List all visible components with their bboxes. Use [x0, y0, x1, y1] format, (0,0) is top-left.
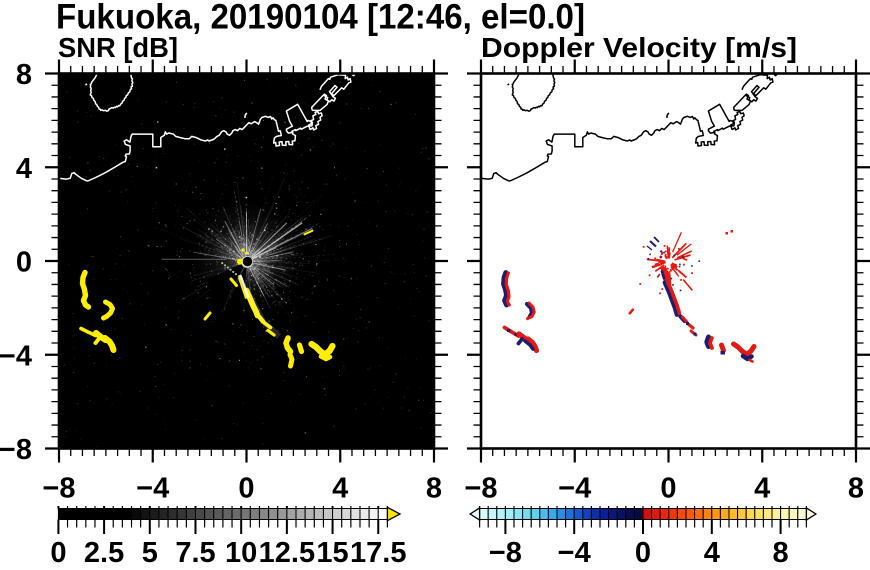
svg-text:4: 4: [704, 537, 720, 569]
svg-text:12.5: 12.5: [259, 537, 315, 569]
svg-text:7.5: 7.5: [175, 537, 215, 569]
svg-text:4: 4: [754, 473, 770, 505]
svg-text:0: 0: [16, 247, 32, 279]
svg-text:0: 0: [50, 537, 66, 569]
svg-text:−4: −4: [136, 473, 169, 505]
svg-text:0: 0: [660, 473, 676, 505]
svg-text:−8: −8: [464, 473, 497, 505]
svg-text:−4: −4: [0, 340, 32, 372]
svg-text:8: 8: [773, 537, 789, 569]
svg-text:10: 10: [225, 537, 257, 569]
svg-text:Fukuoka, 20190104 [12:46, el=0: Fukuoka, 20190104 [12:46, el=0.0]: [56, 0, 585, 37]
svg-text:−8: −8: [489, 537, 522, 569]
svg-text:4: 4: [332, 473, 348, 505]
svg-text:−4: −4: [558, 537, 591, 569]
svg-text:0: 0: [635, 537, 651, 569]
svg-text:15: 15: [316, 537, 348, 569]
svg-text:Doppler Velocity [m/s]: Doppler Velocity [m/s]: [481, 32, 797, 63]
svg-text:−8: −8: [0, 434, 32, 466]
svg-text:2.5: 2.5: [84, 537, 124, 569]
svg-text:17.5: 17.5: [350, 537, 406, 569]
svg-text:5: 5: [142, 537, 158, 569]
svg-text:8: 8: [848, 473, 864, 505]
svg-text:−4: −4: [558, 473, 591, 505]
svg-text:−8: −8: [42, 473, 75, 505]
svg-text:4: 4: [16, 153, 32, 185]
svg-text:0: 0: [238, 473, 254, 505]
svg-text:8: 8: [426, 473, 442, 505]
svg-text:8: 8: [16, 59, 32, 91]
svg-text:SNR [dB]: SNR [dB]: [58, 32, 178, 63]
